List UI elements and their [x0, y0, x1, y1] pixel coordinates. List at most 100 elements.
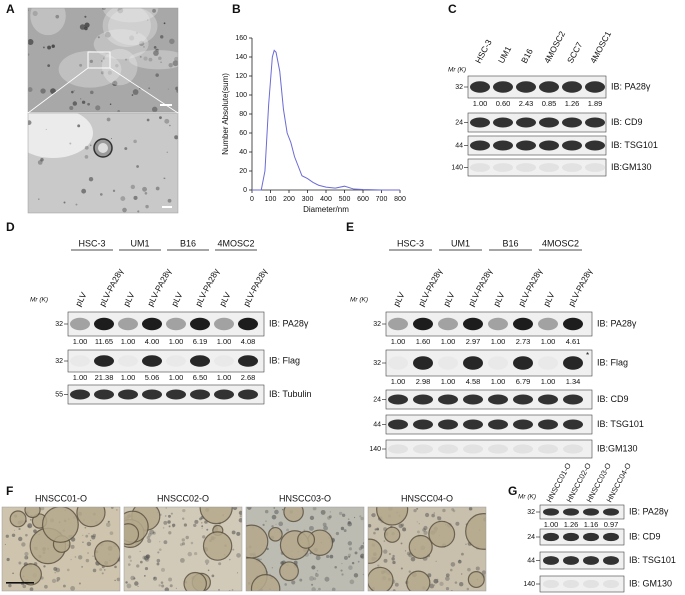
band [388, 419, 408, 430]
debris [181, 542, 186, 546]
debris [327, 516, 331, 520]
debris [309, 552, 312, 555]
debris [429, 583, 435, 589]
debris [18, 536, 23, 542]
y-tick-label: 140 [235, 54, 247, 61]
speck [143, 56, 148, 61]
debris [146, 535, 151, 540]
debris [168, 525, 171, 528]
band [583, 556, 599, 565]
mw-marker: 140 [451, 164, 463, 171]
debris [56, 579, 59, 582]
band [488, 317, 508, 331]
debris [11, 533, 16, 538]
band [166, 389, 186, 400]
quantification: 1.00 [73, 337, 88, 346]
band [562, 81, 582, 93]
speck [176, 89, 178, 93]
band [603, 508, 619, 516]
debris [180, 558, 185, 563]
debris [12, 572, 14, 575]
band [493, 117, 513, 128]
debris [461, 552, 464, 556]
debris [433, 512, 436, 514]
band [413, 419, 433, 430]
debris [455, 521, 460, 526]
debris [341, 562, 343, 565]
speck [133, 195, 138, 200]
quantification: 2.97 [466, 337, 481, 346]
debris [24, 551, 29, 557]
debris [371, 514, 373, 516]
debris [29, 518, 32, 521]
debris [423, 525, 428, 531]
ib-label: IB: CD9 [597, 394, 629, 404]
quantification: 4.00 [145, 337, 160, 346]
band [538, 444, 558, 454]
speck [81, 188, 87, 194]
band [563, 419, 583, 430]
image-border [1, 506, 121, 592]
debris [70, 586, 76, 591]
debris [468, 507, 473, 511]
debris [18, 561, 22, 565]
organoid-title: HNSCC04-O [401, 493, 453, 503]
quantification: 2.43 [519, 99, 534, 108]
debris [217, 588, 220, 591]
debris [56, 576, 61, 581]
debris [400, 523, 405, 527]
debris [328, 515, 332, 519]
band [562, 140, 582, 151]
debris [201, 522, 203, 524]
band [190, 389, 210, 400]
debris [206, 528, 209, 531]
y-tick-label: 80 [239, 111, 247, 118]
organoid [368, 538, 383, 564]
organoid [376, 507, 409, 526]
debris [450, 562, 456, 567]
debris [309, 576, 314, 581]
speck [122, 207, 127, 213]
debris [204, 520, 208, 524]
panel-label: E [346, 220, 354, 234]
debris [160, 581, 164, 584]
group-label: UM1 [451, 238, 470, 248]
debris [44, 584, 48, 589]
band [493, 81, 513, 93]
speck [84, 155, 89, 159]
quantification: 1.26 [565, 99, 580, 108]
organoid [279, 561, 299, 582]
band [470, 140, 490, 151]
band [539, 140, 559, 151]
debris [416, 530, 420, 534]
debris [291, 580, 296, 585]
band [543, 508, 559, 516]
debris [202, 535, 206, 539]
debris [434, 584, 436, 586]
debris [466, 587, 470, 591]
debris [349, 579, 355, 585]
debris [340, 569, 343, 572]
band [142, 389, 162, 400]
speck [38, 198, 40, 200]
band [585, 140, 605, 151]
band [118, 389, 138, 400]
mw-marker: 32 [55, 358, 63, 365]
debris [4, 543, 7, 546]
band [94, 389, 114, 400]
debris [348, 547, 353, 551]
debris [92, 568, 97, 573]
debris [271, 514, 277, 520]
debris [159, 541, 161, 543]
speck [112, 189, 116, 193]
debris [92, 555, 94, 557]
debris [348, 565, 353, 570]
speck [167, 88, 169, 90]
band [516, 163, 536, 172]
y-axis-label: Number Absolute(sum) [221, 73, 230, 155]
debris [424, 512, 430, 518]
patch [101, 48, 138, 86]
x-tick-label: 500 [339, 196, 351, 203]
debris [271, 567, 273, 569]
speck [124, 58, 128, 61]
